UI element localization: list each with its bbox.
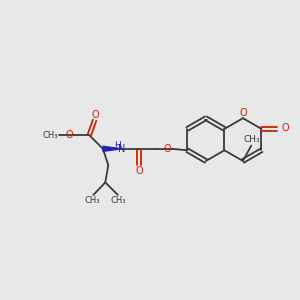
Text: O: O [240,108,248,118]
Text: CH₃: CH₃ [84,196,100,205]
Polygon shape [103,146,122,151]
Text: O: O [66,130,73,140]
Text: N: N [118,144,125,154]
Text: O: O [281,123,289,133]
Text: O: O [164,144,171,154]
Text: CH₃: CH₃ [43,130,58,140]
Text: O: O [135,166,143,176]
Text: CH₃: CH₃ [111,196,126,205]
Text: CH₃: CH₃ [244,135,260,144]
Text: O: O [92,110,99,120]
Text: H: H [114,141,121,150]
